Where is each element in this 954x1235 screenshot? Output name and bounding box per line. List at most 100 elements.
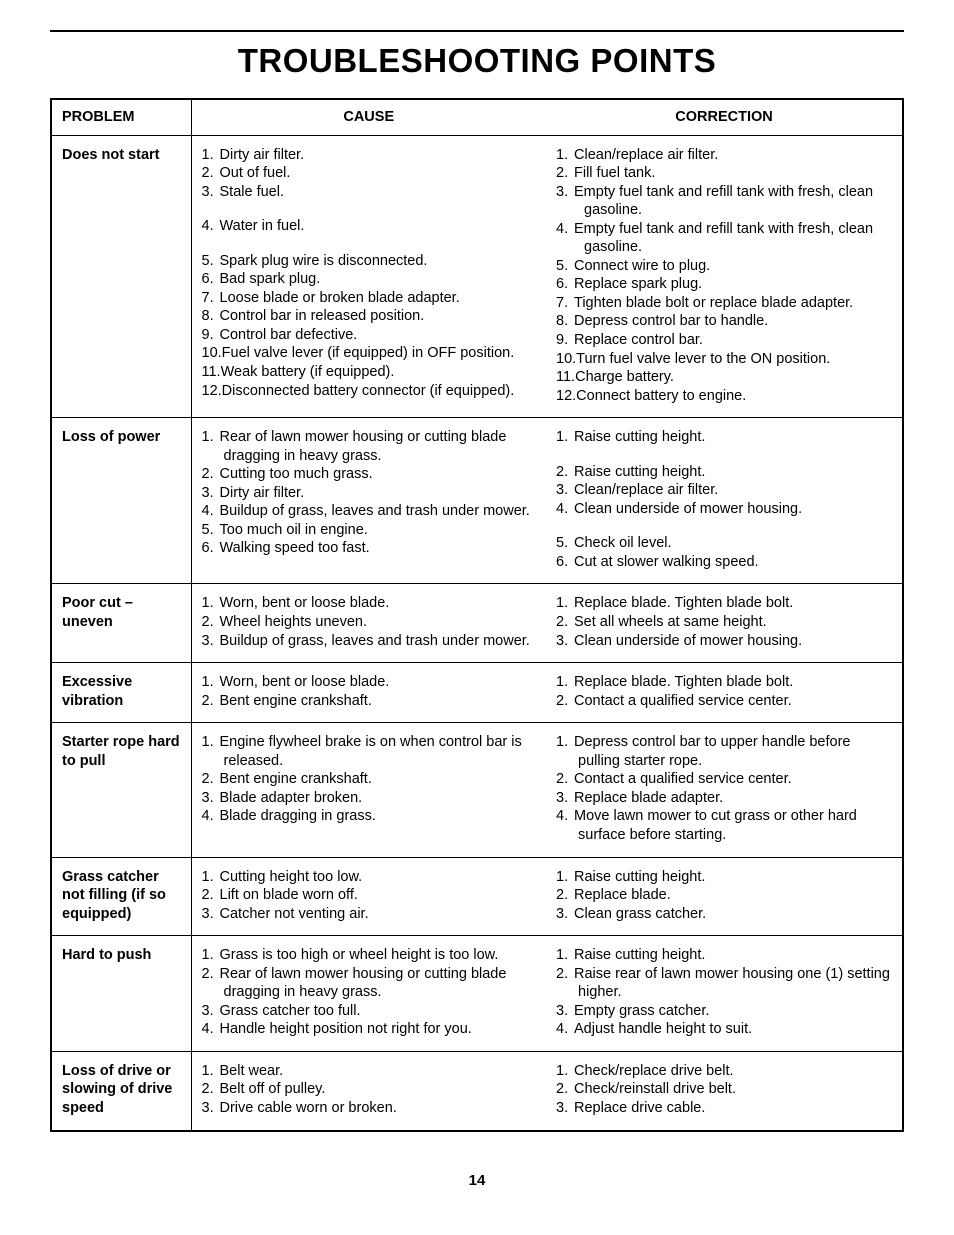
correction-cell: 1. Raise cutting height. 2. Raise cutting…	[546, 418, 903, 584]
cause-list: 1. Worn, bent or loose blade.2. Bent eng…	[202, 673, 537, 710]
correction-cell: 1. Replace blade. Tighten blade bolt.2. …	[546, 584, 903, 663]
correction-item: 1. Raise cutting height.	[556, 946, 892, 965]
correction-item: 3. Clean grass catcher.	[556, 905, 892, 924]
correction-list: 1. Replace blade. Tighten blade bolt.2. …	[556, 673, 892, 710]
table-row: Poor cut – uneven1. Worn, bent or loose …	[51, 584, 903, 663]
table-row: Excessive vibration1. Worn, bent or loos…	[51, 663, 903, 723]
correction-item: 1. Check/replace drive belt.	[556, 1062, 892, 1081]
correction-item: 4. Clean underside of mower housing.	[556, 500, 892, 519]
correction-list: 1. Raise cutting height.2. Raise rear of…	[556, 946, 892, 1039]
correction-item: 7. Tighten blade bolt or replace blade a…	[556, 294, 892, 313]
cause-item: 3. Catcher not venting air.	[202, 905, 537, 924]
correction-item: 8. Depress control bar to handle.	[556, 312, 892, 331]
cause-item: 4. Handle height position not right for …	[202, 1020, 537, 1039]
correction-item: 3. Clean underside of mower housing.	[556, 632, 892, 651]
cause-item: 1. Worn, bent or loose blade.	[202, 594, 537, 613]
correction-item: 9. Replace control bar.	[556, 331, 892, 350]
cause-item: 3. Grass catcher too full.	[202, 1002, 537, 1021]
cause-cell: 1. Worn, bent or loose blade.2. Bent eng…	[191, 663, 546, 723]
correction-item: 2. Contact a qualified service center.	[556, 692, 892, 711]
cause-list: 1. Dirty air filter.2. Out of fuel.3. St…	[202, 146, 537, 401]
cause-item: 3. Buildup of grass, leaves and trash un…	[202, 632, 537, 651]
cause-item: 11. Weak battery (if equipped).	[202, 363, 537, 382]
cause-item: 3. Blade adapter broken.	[202, 789, 537, 808]
correction-item: 2. Raise cutting height.	[556, 463, 892, 482]
correction-item: 1. Depress control bar to upper handle b…	[556, 733, 892, 770]
table-row: Grass catcher not filling (if so equippe…	[51, 857, 903, 936]
cause-item: 10. Fuel valve lever (if equipped) in OF…	[202, 344, 537, 363]
cause-cell: 1. Rear of lawn mower housing or cutting…	[191, 418, 546, 584]
cause-item: 1. Belt wear.	[202, 1062, 537, 1081]
correction-item: 5. Connect wire to plug.	[556, 257, 892, 276]
cause-list: 1. Rear of lawn mower housing or cutting…	[202, 428, 537, 558]
correction-list: 1. Clean/replace air filter.2. Fill fuel…	[556, 146, 892, 406]
cause-item: 4. Blade dragging in grass.	[202, 807, 537, 826]
cause-item: 6. Walking speed too fast.	[202, 539, 537, 558]
correction-list: 1. Check/replace drive belt.2. Check/rei…	[556, 1062, 892, 1118]
cause-item: 5. Too much oil in engine.	[202, 521, 537, 540]
correction-list: 1. Depress control bar to upper handle b…	[556, 733, 892, 844]
cause-cell: 1. Dirty air filter.2. Out of fuel.3. St…	[191, 135, 546, 418]
cause-item: 1. Worn, bent or loose blade.	[202, 673, 537, 692]
cause-item: 2. Cutting too much grass.	[202, 465, 537, 484]
problem-cell: Does not start	[51, 135, 191, 418]
cause-item: 2. Rear of lawn mower housing or cutting…	[202, 965, 537, 1002]
correction-item: 2. Contact a qualified service center.	[556, 770, 892, 789]
cause-item: 6. Bad spark plug.	[202, 270, 537, 289]
table-row: Loss of drive or slowing of drive speed1…	[51, 1051, 903, 1130]
cause-cell: 1. Worn, bent or loose blade.2. Wheel he…	[191, 584, 546, 663]
correction-item: 2. Raise rear of lawn mower housing one …	[556, 965, 892, 1002]
correction-item: 1. Raise cutting height.	[556, 868, 892, 887]
correction-item: 3. Empty grass catcher.	[556, 1002, 892, 1021]
correction-item: 3. Replace blade adapter.	[556, 789, 892, 808]
correction-item: 3. Clean/replace air filter.	[556, 481, 892, 500]
correction-item: 10. Turn fuel valve lever to the ON posi…	[556, 350, 892, 369]
table-row: Hard to push1. Grass is too high or whee…	[51, 936, 903, 1052]
correction-list: 1. Raise cutting height. 2. Raise cutting…	[556, 428, 892, 571]
cause-item: 2. Wheel heights uneven.	[202, 613, 537, 632]
correction-item: 1. Replace blade. Tighten blade bolt.	[556, 673, 892, 692]
correction-list: 1. Replace blade. Tighten blade bolt.2. …	[556, 594, 892, 650]
correction-item: 3. Replace drive cable.	[556, 1099, 892, 1118]
cause-item: 2. Belt off of pulley.	[202, 1080, 537, 1099]
cause-cell: 1. Grass is too high or wheel height is …	[191, 936, 546, 1052]
correction-item: 4. Adjust handle height to suit.	[556, 1020, 892, 1039]
cause-list: 1. Belt wear.2. Belt off of pulley.3. Dr…	[202, 1062, 537, 1118]
correction-item: 2. Replace blade.	[556, 886, 892, 905]
table-row: Starter rope hard to pull1. Engine flywh…	[51, 723, 903, 857]
col-header-cause: CAUSE	[191, 99, 546, 135]
correction-item: 2. Fill fuel tank.	[556, 164, 892, 183]
cause-item: 1. Grass is too high or wheel height is …	[202, 946, 537, 965]
cause-item: 1. Engine flywheel brake is on when cont…	[202, 733, 537, 770]
cause-item: 3. Stale fuel.	[202, 183, 537, 202]
page-title: TROUBLESHOOTING POINTS	[50, 42, 904, 80]
cause-item: 4. Water in fuel.	[202, 217, 537, 236]
correction-item: 1. Raise cutting height.	[556, 428, 892, 447]
cause-item: 2. Bent engine crankshaft.	[202, 770, 537, 789]
page-number: 14	[50, 1172, 904, 1189]
page: TROUBLESHOOTING POINTS PROBLEM CAUSE COR…	[0, 0, 954, 1219]
correction-item: 6. Cut at slower walking speed.	[556, 553, 892, 572]
cause-cell: 1. Engine flywheel brake is on when cont…	[191, 723, 546, 857]
cause-item: 2. Lift on blade worn off.	[202, 886, 537, 905]
correction-item: 3. Empty fuel tank and refill tank with …	[556, 183, 892, 220]
cause-item: 3. Dirty air filter.	[202, 484, 537, 503]
correction-list: 1. Raise cutting height.2. Replace blade…	[556, 868, 892, 924]
correction-item: 2. Set all wheels at same height.	[556, 613, 892, 632]
correction-cell: 1. Raise cutting height.2. Replace blade…	[546, 857, 903, 936]
top-rule	[50, 30, 904, 32]
cause-list: 1. Cutting height too low.2. Lift on bla…	[202, 868, 537, 924]
cause-list: 1. Grass is too high or wheel height is …	[202, 946, 537, 1039]
cause-item: 7. Loose blade or broken blade adapter.	[202, 289, 537, 308]
correction-item: 1. Replace blade. Tighten blade bolt.	[556, 594, 892, 613]
correction-cell: 1. Clean/replace air filter.2. Fill fuel…	[546, 135, 903, 418]
correction-item: 12. Connect battery to engine.	[556, 387, 892, 406]
cause-cell: 1. Belt wear.2. Belt off of pulley.3. Dr…	[191, 1051, 546, 1130]
correction-item: 4. Move lawn mower to cut grass or other…	[556, 807, 892, 844]
cause-item: 1. Rear of lawn mower housing or cutting…	[202, 428, 537, 465]
cause-item: 4. Buildup of grass, leaves and trash un…	[202, 502, 537, 521]
cause-item: 2. Bent engine crankshaft.	[202, 692, 537, 711]
correction-cell: 1. Check/replace drive belt.2. Check/rei…	[546, 1051, 903, 1130]
troubleshooting-table: PROBLEM CAUSE CORRECTION Does not start1…	[50, 98, 904, 1132]
correction-cell: 1. Replace blade. Tighten blade bolt.2. …	[546, 663, 903, 723]
